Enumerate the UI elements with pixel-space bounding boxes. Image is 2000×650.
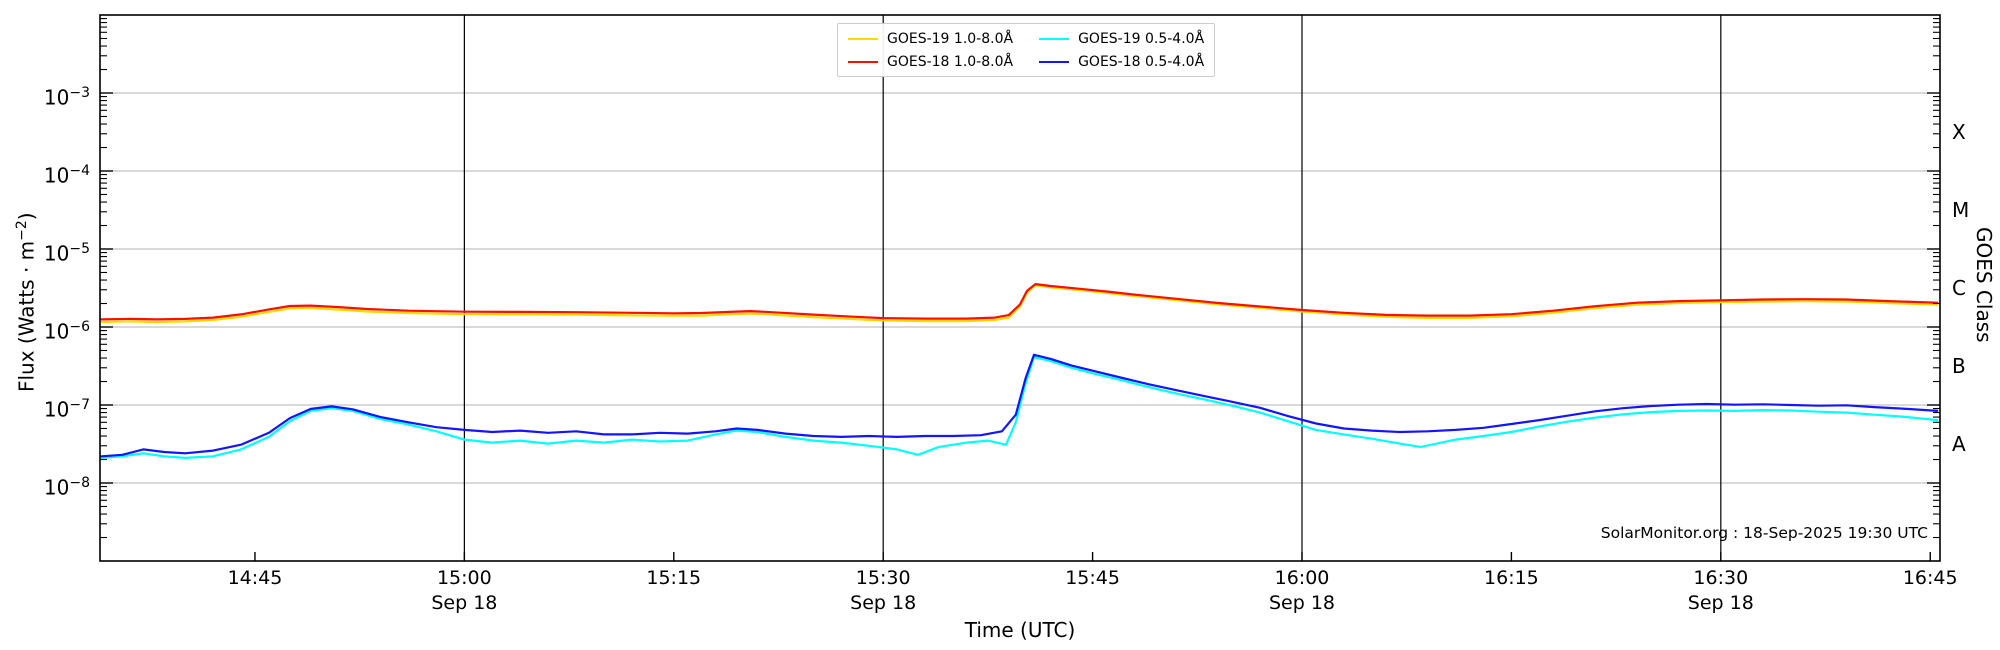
x-tick-label: 15:15 bbox=[646, 567, 702, 589]
goes-class-label: B bbox=[1952, 354, 1966, 378]
y-tick-label: 10−4 bbox=[43, 163, 90, 188]
legend: GOES-19 1.0-8.0Å GOES-19 0.5-4.0Å GOES-18 … bbox=[837, 23, 1216, 77]
x-tick-label: 14:45 bbox=[227, 567, 283, 589]
legend-label: GOES-18 0.5-4.0Å bbox=[1078, 53, 1205, 70]
legend-item-goes-19-1.0-8.0-: GOES-19 1.0-8.0Å bbox=[848, 28, 1013, 49]
x-axis-title: Time (UTC) bbox=[964, 618, 1076, 642]
y-tick-label: 10−6 bbox=[43, 319, 90, 344]
legend-label: GOES-18 1.0-8.0Å bbox=[887, 53, 1014, 70]
legend-line-sample bbox=[1039, 60, 1070, 63]
attribution-text: SolarMonitor.org : 18-Sep-2025 19:30 UTC bbox=[1600, 524, 1928, 542]
series-line-goes-18-1.0-8.0- bbox=[100, 283, 1939, 321]
series-line-goes-18-0.5-4.0- bbox=[100, 353, 1939, 458]
x-tick-label: 16:45 bbox=[1902, 567, 1958, 589]
legend-item-goes-19-0.5-4.0-: GOES-19 0.5-4.0Å bbox=[1039, 28, 1204, 49]
x-tick-date-label: Sep 18 bbox=[850, 592, 917, 614]
legend-label: GOES-19 0.5-4.0Å bbox=[1078, 30, 1205, 47]
legend-item-goes-18-1.0-8.0-: GOES-18 1.0-8.0Å bbox=[848, 51, 1013, 72]
legend-item-goes-18-0.5-4.0-: GOES-18 0.5-4.0Å bbox=[1039, 51, 1204, 72]
x-tick-label: 15:30 bbox=[855, 567, 911, 589]
y-tick-label: 10−7 bbox=[43, 397, 90, 422]
y-tick-label: 10−3 bbox=[43, 85, 90, 110]
goes-class-axis-title: GOES Class bbox=[1972, 227, 1996, 343]
legend-line-sample bbox=[848, 37, 878, 40]
x-tick-date-label: Sep 18 bbox=[1268, 592, 1336, 614]
x-tick-label: 15:45 bbox=[1065, 567, 1120, 589]
x-tick-label: 16:15 bbox=[1484, 567, 1539, 589]
goes-class-label: A bbox=[1952, 432, 1966, 456]
y-axis-title-close: ) bbox=[14, 212, 39, 221]
legend-line-sample bbox=[1039, 37, 1070, 40]
goes-class-label: M bbox=[1952, 198, 1970, 222]
plot-border bbox=[99, 14, 1941, 562]
x-tick-date-label: Sep 18 bbox=[1687, 592, 1754, 614]
x-tick-label: 15:00 bbox=[436, 567, 492, 589]
y-tick-label: 10−5 bbox=[43, 241, 90, 266]
goes-class-label: C bbox=[1952, 276, 1966, 300]
y-tick-label: 10−8 bbox=[43, 475, 90, 500]
series-line-goes-19-0.5-4.0- bbox=[100, 356, 1939, 459]
legend-label: GOES-19 1.0-8.0Å bbox=[887, 30, 1014, 47]
x-tick-date-label: Sep 18 bbox=[431, 592, 498, 614]
y-axis-title-exponent: −2 bbox=[14, 220, 30, 241]
series-line-goes-19-1.0-8.0- bbox=[100, 284, 1939, 324]
legend-line-sample bbox=[848, 60, 878, 63]
goes-class-label: X bbox=[1952, 120, 1966, 144]
x-tick-label: 16:30 bbox=[1693, 567, 1749, 589]
x-tick-label: 16:00 bbox=[1274, 567, 1330, 589]
